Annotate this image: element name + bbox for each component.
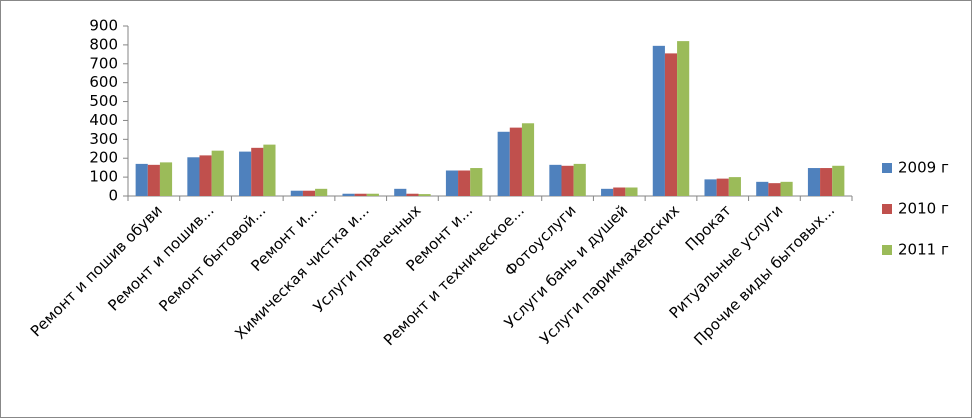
bar [239, 151, 252, 196]
bar [458, 170, 471, 196]
bar [652, 45, 665, 197]
bar [159, 162, 173, 196]
legend-label: 2009 г [898, 159, 949, 177]
bar [406, 193, 419, 196]
y-tick-label: 500 [89, 92, 118, 110]
bar [366, 193, 379, 196]
bar [263, 144, 276, 196]
y-tick-label: 300 [89, 130, 118, 148]
bar [601, 188, 614, 196]
bar [756, 181, 769, 196]
legend-swatch [882, 163, 892, 173]
bar [135, 163, 148, 196]
y-tick-label: 200 [89, 149, 118, 167]
bar [625, 187, 638, 196]
bar [728, 177, 741, 196]
bar [418, 194, 431, 196]
bar [497, 131, 510, 196]
bar [199, 155, 212, 196]
y-tick-label: 700 [89, 54, 118, 72]
bar [820, 168, 833, 196]
bar [290, 190, 303, 196]
bar [573, 163, 586, 196]
bar [187, 157, 200, 196]
legend-label: 2010 г [898, 200, 949, 218]
bar [302, 190, 316, 196]
legend-swatch [882, 245, 892, 255]
y-tick-label: 800 [89, 35, 118, 53]
bar [807, 168, 821, 196]
y-tick-label: 900 [89, 17, 118, 35]
bar [470, 168, 483, 196]
bar [664, 53, 678, 197]
bar [521, 123, 535, 196]
bar [147, 164, 160, 196]
legend-label: 2011 г [898, 241, 949, 259]
y-tick-label: 600 [89, 73, 118, 91]
bar [716, 178, 729, 196]
y-tick-label: 400 [89, 111, 118, 129]
bar [832, 165, 845, 196]
bar [251, 147, 264, 196]
y-tick-label: 100 [89, 168, 118, 186]
bar [704, 179, 717, 196]
bar [780, 181, 793, 196]
bar [342, 193, 355, 196]
y-tick-label: 0 [108, 187, 118, 205]
bar [561, 165, 574, 196]
legend-swatch [882, 204, 892, 214]
bar [768, 183, 781, 196]
bar [211, 150, 224, 196]
bar [549, 164, 562, 196]
bar [677, 41, 690, 196]
bar [315, 188, 328, 196]
bar [445, 170, 459, 196]
bar [394, 188, 407, 196]
bar [613, 187, 626, 196]
bar [354, 193, 367, 196]
bar [509, 127, 522, 196]
